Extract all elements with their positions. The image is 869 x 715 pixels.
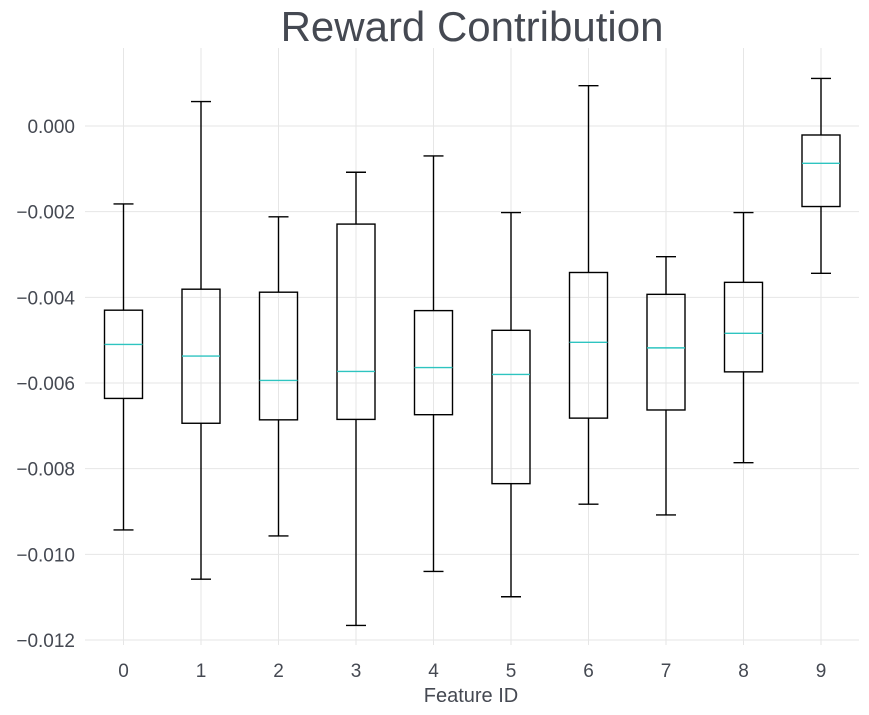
iqr-box [568, 271, 609, 419]
x-tick-label: 9 [816, 661, 827, 682]
x-tick-label: 6 [583, 661, 594, 682]
iqr-box [258, 291, 299, 421]
iqr-box [646, 293, 686, 411]
x-tick-label: 5 [506, 661, 517, 682]
y-tick-label: 0.000 [27, 117, 75, 138]
x-tick-label: 4 [428, 661, 439, 682]
y-tick-label: −0.004 [16, 288, 75, 309]
box-feature-5 [491, 211, 531, 598]
box-feature-1 [181, 100, 221, 580]
y-tick-label: −0.006 [16, 374, 75, 395]
chart-title: Reward Contribution [280, 3, 664, 50]
box-feature-0 [103, 203, 144, 531]
iqr-box [491, 329, 531, 485]
box-feature-2 [258, 216, 299, 537]
x-tick-label: 2 [273, 661, 284, 682]
box-feature-6 [568, 85, 609, 505]
iqr-box [723, 281, 764, 373]
x-tick-label: 1 [196, 661, 207, 682]
box-feature-3 [336, 171, 376, 627]
x-tick-label: 0 [118, 661, 129, 682]
y-tick-label: −0.002 [16, 203, 75, 224]
y-tick-label: −0.012 [16, 631, 75, 652]
box-feature-4 [413, 155, 454, 573]
x-tick-label: 3 [351, 661, 362, 682]
iqr-box [801, 134, 841, 208]
iqr-box [336, 223, 376, 421]
x-axis-label: Feature ID [424, 685, 518, 707]
iqr-box [103, 309, 144, 400]
y-tick-label: −0.010 [16, 545, 75, 566]
x-tick-label: 7 [661, 661, 672, 682]
y-tick-label: −0.008 [16, 460, 75, 481]
x-tick-label: 8 [738, 661, 749, 682]
iqr-box [413, 309, 454, 416]
x-tick-labels: 0 1 2 3 4 5 6 7 8 9 [118, 661, 826, 682]
box-feature-8 [723, 211, 764, 464]
y-tick-labels: 0.000 −0.002 −0.004 −0.006 −0.008 −0.010 −0.01… [16, 117, 75, 652]
box-feature-9 [801, 77, 841, 275]
box-layer [103, 77, 841, 627]
box-feature-7 [646, 255, 686, 516]
